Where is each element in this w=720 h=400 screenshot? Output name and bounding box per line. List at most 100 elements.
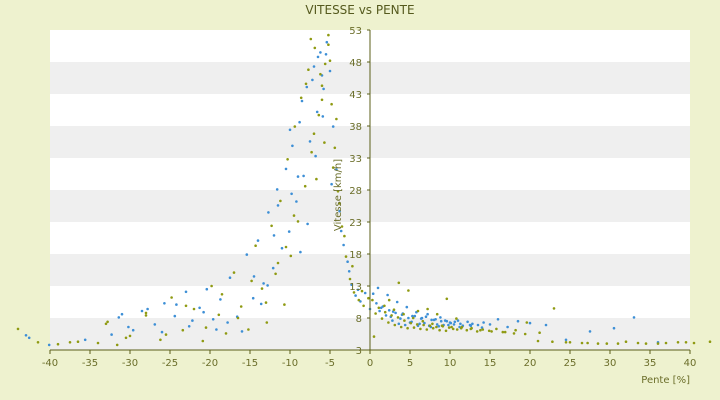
data-point [523, 332, 527, 336]
data-point [286, 158, 289, 161]
data-point [290, 192, 293, 196]
data-point [160, 330, 164, 334]
data-point [447, 323, 450, 327]
data-point [312, 65, 316, 68]
data-point [380, 317, 384, 320]
data-point [481, 328, 485, 331]
data-point [392, 308, 396, 312]
data-point [632, 316, 636, 319]
data-point [210, 284, 213, 288]
data-point [342, 243, 345, 247]
data-point [564, 338, 568, 342]
data-point [163, 302, 166, 305]
data-point [684, 341, 688, 344]
x-tick-label: 25 [564, 358, 577, 369]
x-tick-label: -30 [122, 358, 138, 369]
data-point [323, 62, 327, 66]
data-point [449, 321, 453, 325]
y-tick-label: 13 [349, 282, 362, 293]
data-point [220, 293, 224, 296]
data-point [501, 330, 505, 334]
data-point [302, 174, 305, 178]
data-point [525, 321, 529, 324]
data-point [305, 85, 309, 89]
data-point [219, 298, 222, 301]
data-point [315, 177, 318, 181]
y-tick-label: 3 [356, 346, 362, 357]
data-point [306, 222, 309, 226]
y-tick-label: 53 [349, 26, 362, 37]
data-point [636, 341, 640, 345]
data-point [514, 328, 517, 332]
data-point [440, 324, 444, 328]
data-point [303, 184, 307, 188]
data-point [271, 266, 275, 270]
data-point [319, 72, 322, 76]
data-point [288, 128, 292, 132]
data-point [450, 325, 453, 329]
data-point [338, 209, 341, 213]
data-point [453, 320, 457, 324]
data-point [360, 289, 364, 293]
data-point [239, 305, 243, 308]
data-point [140, 309, 144, 313]
data-point [284, 167, 288, 171]
y-tick-label: 18 [349, 250, 362, 261]
data-point [205, 287, 209, 291]
data-point [605, 342, 609, 345]
data-point [217, 313, 221, 317]
x-axis-title: Pente [%] [641, 375, 690, 386]
data-point [416, 309, 420, 313]
data-point [468, 323, 472, 327]
x-tick-label: -40 [42, 358, 58, 369]
series-1 [16, 33, 712, 347]
data-point [322, 87, 325, 91]
data-point [299, 96, 303, 100]
data-point [363, 291, 367, 295]
data-point [336, 190, 340, 193]
data-point [447, 326, 451, 329]
data-point [434, 318, 437, 321]
data-point [275, 188, 279, 191]
data-point [443, 319, 447, 322]
data-point [226, 321, 229, 324]
x-tick-label: 40 [684, 358, 697, 369]
data-point [291, 144, 294, 148]
data-point [428, 324, 432, 328]
data-point [391, 319, 394, 322]
data-point [378, 309, 381, 313]
y-axis-title: Vitesse [km/h] [333, 159, 344, 231]
data-point [232, 271, 236, 274]
data-point [479, 328, 482, 332]
data-point [245, 253, 249, 256]
data-point [339, 229, 343, 233]
data-point [292, 214, 296, 217]
data-point [516, 319, 520, 323]
data-point [296, 175, 300, 178]
data-point [403, 319, 406, 322]
data-point [304, 82, 308, 86]
data-point [664, 341, 668, 345]
data-point [146, 307, 149, 311]
data-point [393, 323, 397, 327]
data-point [321, 115, 325, 118]
x-tick-label: 15 [484, 358, 497, 369]
data-point [330, 182, 333, 186]
data-point [236, 316, 240, 320]
data-point [315, 110, 319, 114]
x-tick-label: -10 [282, 358, 298, 369]
data-point [310, 150, 313, 154]
data-point [106, 320, 109, 324]
data-point [644, 342, 648, 345]
y-tick-label: 38 [349, 122, 362, 133]
data-point [317, 113, 321, 117]
data-point [411, 316, 415, 320]
data-point [383, 310, 387, 314]
data-point [251, 296, 255, 300]
x-tick-label: 20 [524, 358, 537, 369]
data-point [356, 288, 360, 292]
data-point [379, 306, 383, 310]
data-point [418, 322, 421, 326]
data-point [56, 342, 60, 346]
data-point [325, 40, 329, 44]
